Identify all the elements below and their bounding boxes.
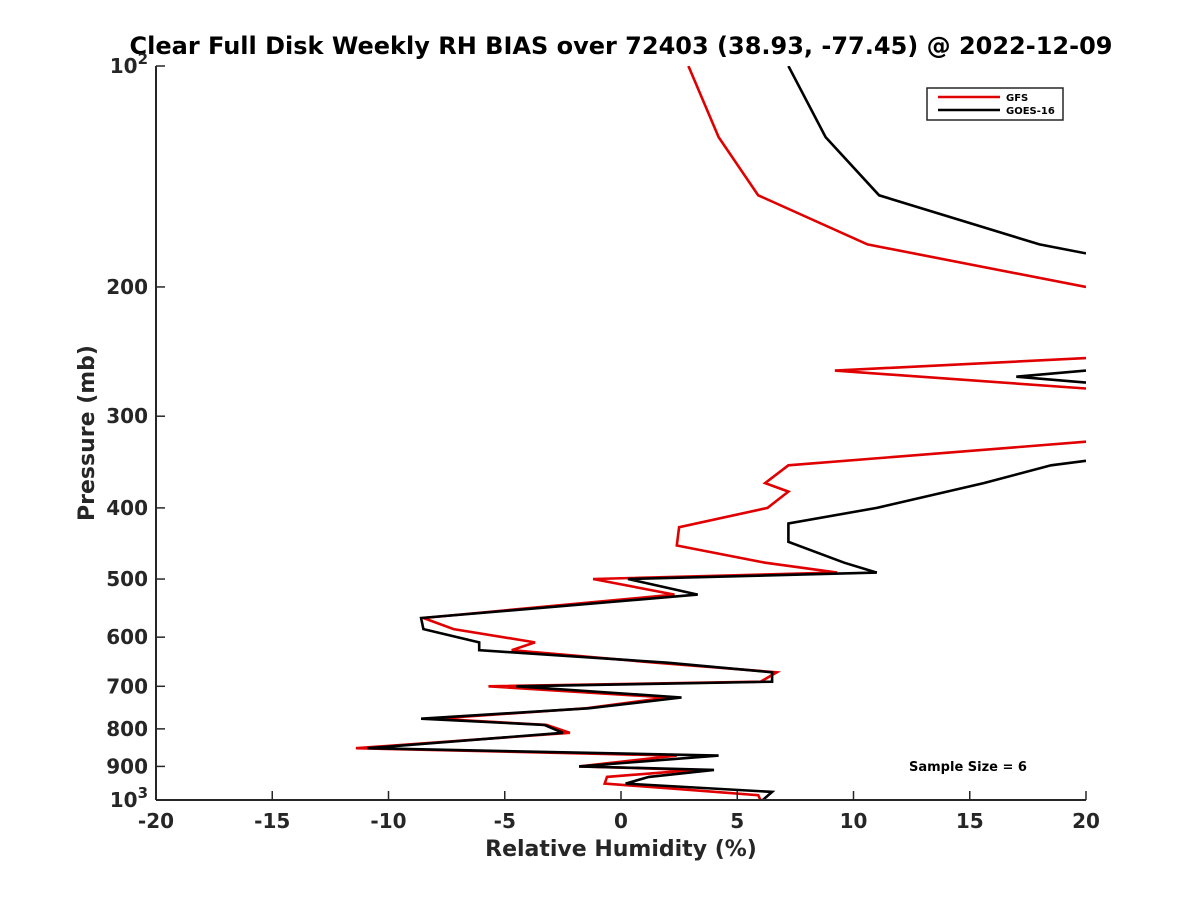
legend-box bbox=[926, 87, 1064, 121]
series-line-gfs-segment-2 bbox=[834, 356, 1086, 390]
y-tick-label: 700 bbox=[106, 674, 148, 698]
y-tick-label: 900 bbox=[106, 754, 148, 778]
y-axis-label: Pressure (mb) bbox=[75, 345, 100, 521]
x-tick-label: 5 bbox=[730, 809, 744, 833]
y-tick-label: 800 bbox=[106, 717, 148, 741]
x-tick-label: -20 bbox=[138, 809, 174, 833]
x-tick-label: 20 bbox=[1072, 809, 1100, 833]
x-tick-label: 15 bbox=[956, 809, 984, 833]
series-line-goes16-segment-2 bbox=[1016, 369, 1086, 384]
x-tick-label: -15 bbox=[254, 809, 290, 833]
series-line-goes16-segment-3 bbox=[367, 459, 1086, 800]
series-line-goes16-segment-1 bbox=[787, 66, 1086, 255]
x-axis-label: Relative Humidity (%) bbox=[485, 837, 757, 862]
legend: GFS GOES-16 bbox=[926, 87, 1064, 121]
chart-title: Clear Full Disk Weekly RH BIAS over 7240… bbox=[130, 32, 1113, 60]
x-tick-label: 10 bbox=[840, 809, 868, 833]
y-tick-label: 600 bbox=[106, 625, 148, 649]
sample-size-annotation: Sample Size = 6 bbox=[909, 760, 1027, 775]
series-layer bbox=[355, 66, 1086, 800]
y-tick-label: 400 bbox=[106, 496, 148, 520]
y-tick-label: 200 bbox=[106, 275, 148, 299]
series-line-gfs-segment-1 bbox=[687, 66, 1086, 289]
y-tick-label: 500 bbox=[106, 567, 148, 591]
y-tick-label: 102 bbox=[110, 50, 148, 78]
x-ticks: -20 -15 -10 -5 0 5 10 15 20 bbox=[138, 791, 1100, 833]
y-tick-label: 103 bbox=[110, 784, 148, 812]
y-ticks: 102 200 300 400 500 600 700 800 900 103 bbox=[106, 50, 165, 812]
legend-label-goes16: GOES-16 bbox=[1006, 106, 1055, 117]
x-tick-label: -5 bbox=[494, 809, 516, 833]
legend-label-gfs: GFS bbox=[1006, 93, 1028, 104]
x-tick-label: -10 bbox=[370, 809, 406, 833]
x-tick-label: 0 bbox=[614, 809, 628, 833]
y-tick-label: 300 bbox=[106, 404, 148, 428]
